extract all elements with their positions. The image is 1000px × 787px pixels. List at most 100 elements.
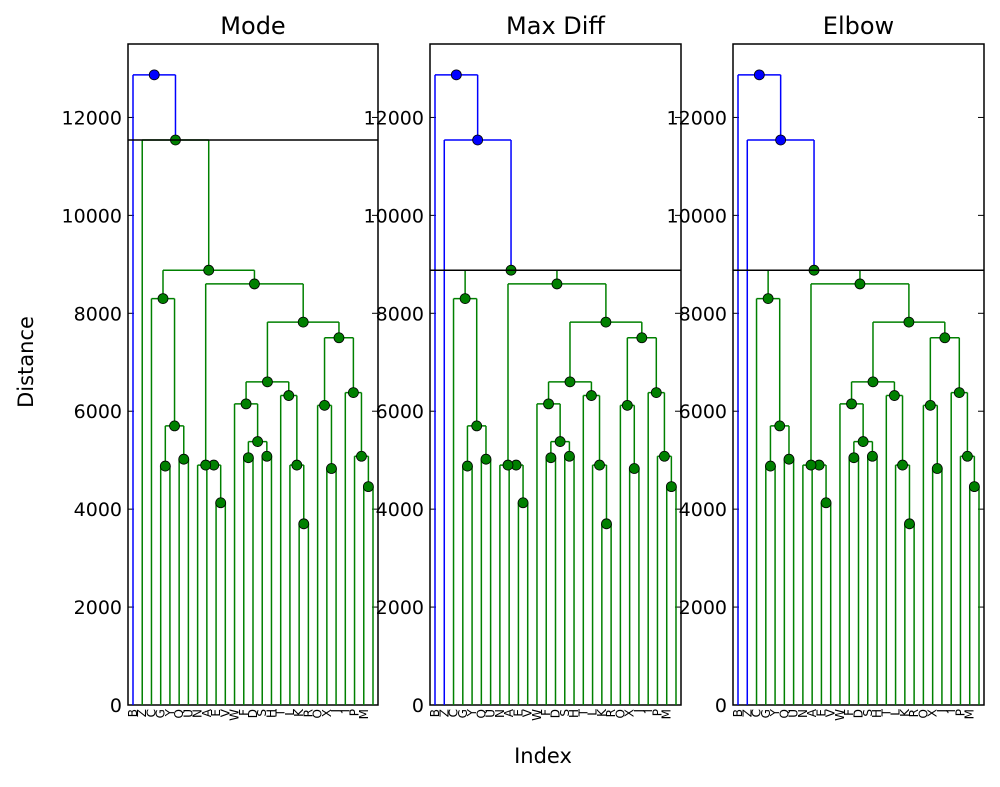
panel-max-diff: Max Diff 0 2000 4000 6000 8000 10000 12000 BZCGY… bbox=[364, 12, 682, 721]
leaf-label: F bbox=[842, 709, 856, 716]
leaf-label: P bbox=[953, 709, 967, 716]
y-tick-label: 6000 bbox=[679, 401, 727, 423]
y-tick-label: 2000 bbox=[376, 597, 424, 619]
merge-point bbox=[240, 398, 252, 410]
merge-point bbox=[215, 497, 227, 509]
panel-title: Elbow bbox=[823, 12, 894, 40]
y-tick-label: 12000 bbox=[667, 107, 727, 129]
merge-point bbox=[297, 316, 309, 328]
merge-point bbox=[554, 436, 566, 447]
merge-point bbox=[157, 293, 169, 305]
leaf-label: G bbox=[154, 709, 168, 718]
leaf-label: P bbox=[650, 709, 664, 716]
merge-point bbox=[762, 293, 774, 305]
merge-point bbox=[857, 436, 869, 447]
leaf-label: A bbox=[200, 708, 214, 717]
merge-point bbox=[889, 390, 900, 401]
leaf-label: C bbox=[144, 709, 158, 717]
merge-point bbox=[564, 450, 575, 462]
leaf-label: Y bbox=[163, 708, 177, 717]
y-axis-label: Distance bbox=[14, 316, 38, 408]
leaf-label: U bbox=[181, 709, 195, 718]
merge-point bbox=[459, 293, 471, 305]
y-tick-label: 0 bbox=[110, 695, 122, 717]
merge-point bbox=[765, 460, 776, 472]
leaf-label: S bbox=[558, 709, 572, 717]
merge-point bbox=[203, 264, 215, 276]
leaf-label: B bbox=[731, 709, 745, 717]
merge-point bbox=[545, 452, 557, 464]
merge-point bbox=[665, 481, 677, 493]
leaf-label: D bbox=[246, 709, 260, 718]
panel-elbow: Elbow 0 2000 4000 6000 8000 10000 12000 BZCGYQUN… bbox=[667, 12, 985, 721]
leaf-label: H bbox=[870, 709, 884, 718]
leaf-label: M bbox=[963, 709, 977, 719]
leaf-label: N bbox=[796, 709, 810, 718]
leaf-label: L bbox=[889, 709, 903, 716]
merge-point bbox=[903, 316, 915, 328]
leaf-label: C bbox=[750, 709, 764, 717]
leaf-label: D bbox=[852, 709, 866, 718]
y-tick-label: 2000 bbox=[679, 597, 727, 619]
merge-point bbox=[262, 376, 273, 388]
leaf-label: G bbox=[456, 709, 470, 718]
merge-point bbox=[283, 390, 295, 401]
merge-point bbox=[904, 518, 915, 530]
y-tick-label: 4000 bbox=[376, 499, 424, 521]
leaf-label: N bbox=[493, 709, 507, 718]
leaf-label: W bbox=[530, 709, 544, 721]
merge-point bbox=[291, 459, 303, 471]
y-tick-label: 12000 bbox=[364, 107, 424, 129]
leaf-label: V bbox=[521, 708, 535, 717]
leaf-label: K bbox=[898, 708, 912, 717]
leaf-label: K bbox=[292, 708, 306, 717]
leaf-label: W bbox=[833, 709, 847, 721]
merge-point bbox=[854, 278, 866, 290]
leaf-label: Q bbox=[777, 709, 791, 718]
y-tick-label: 0 bbox=[715, 695, 727, 717]
merge-point bbox=[252, 436, 264, 447]
merge-point bbox=[551, 278, 563, 290]
merge-point bbox=[200, 459, 212, 471]
merge-point bbox=[169, 420, 180, 432]
leaf-label: E bbox=[511, 709, 525, 717]
merge-point bbox=[953, 387, 965, 399]
merge-point bbox=[261, 450, 273, 462]
y-tick-label: 10000 bbox=[62, 205, 122, 227]
leaf-label: T bbox=[576, 708, 590, 717]
merge-point bbox=[543, 398, 554, 410]
y-tick-label: 8000 bbox=[679, 303, 727, 325]
merge-point bbox=[783, 453, 795, 465]
leaf-label: N bbox=[191, 709, 205, 718]
leaf-label: I bbox=[641, 709, 655, 713]
y-tick-label: 10000 bbox=[364, 205, 424, 227]
leaf-label: Q bbox=[474, 709, 488, 718]
leaf-label: A bbox=[502, 708, 516, 717]
y-tick-label: 6000 bbox=[74, 401, 122, 423]
y-tick-label: 4000 bbox=[74, 499, 122, 521]
merge-point bbox=[621, 399, 633, 411]
leaf-label: V bbox=[824, 708, 838, 717]
leaf-label: D bbox=[549, 709, 563, 718]
leaf-label: R bbox=[907, 709, 921, 717]
leaf-label: Y bbox=[465, 708, 479, 717]
merge-point bbox=[846, 398, 857, 410]
y-tick-label: 4000 bbox=[679, 499, 727, 521]
merge-point bbox=[867, 450, 878, 462]
merge-point bbox=[462, 460, 473, 472]
panel-title: Max Diff bbox=[506, 12, 605, 40]
merge-point bbox=[775, 134, 787, 146]
leaf-label: Z bbox=[740, 709, 754, 717]
y-tick-label: 12000 bbox=[62, 107, 122, 129]
leaf-label: O bbox=[311, 709, 325, 718]
merge-point bbox=[326, 463, 337, 474]
leaf-label: X bbox=[623, 709, 637, 717]
leaf-label: T bbox=[274, 708, 288, 717]
merge-point bbox=[242, 452, 254, 464]
leaf-label: J bbox=[632, 709, 646, 714]
panel-mode: Mode 0 2000 4000 6000 8000 10000 12000 BZCGYQUNA… bbox=[62, 12, 379, 721]
merge-point bbox=[931, 463, 943, 474]
leaf-label: H bbox=[567, 709, 581, 718]
leaf-label: E bbox=[209, 709, 223, 717]
leaf-label: R bbox=[604, 709, 618, 717]
